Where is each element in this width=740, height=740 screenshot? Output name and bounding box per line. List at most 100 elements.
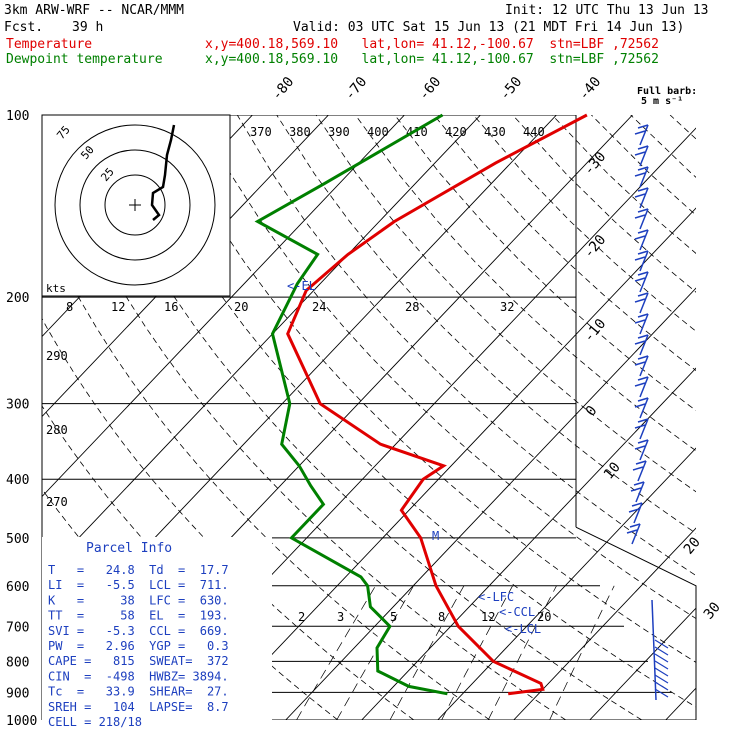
isotherm: [589, 607, 696, 720]
theta-label: 410: [406, 125, 428, 139]
isotherm-label: 20: [681, 534, 704, 557]
theta-label: 440: [523, 125, 545, 139]
wind-barb: [654, 646, 669, 656]
pressure-tick-label: 800: [6, 655, 29, 670]
mixing-ratio-label: 2: [298, 610, 305, 624]
parcel-info-title: Parcel Info: [86, 541, 172, 556]
wind-barb: [654, 681, 669, 691]
dry-adiabat: [355, 115, 696, 452]
dry-adiabat-label: 280: [46, 423, 68, 437]
dry-adiabat: [79, 115, 643, 720]
mixing-ratio-line: [487, 585, 557, 720]
barb-legend-units: 5 m s⁻¹: [641, 96, 683, 107]
parcel-info-panel: [42, 537, 272, 720]
theta-label: 430: [484, 125, 506, 139]
wind-barb: [632, 460, 647, 482]
dewpoint-location: x,y=400.18,569.10 lat,lon= 41.12,-100.67…: [205, 52, 659, 67]
pressure-tick-label: 200: [6, 291, 29, 306]
wind-barb: [626, 523, 641, 545]
wind-barb: [654, 667, 669, 677]
dry-adiabat: [158, 115, 696, 663]
theta-label: 390: [328, 125, 350, 139]
wind-barb: [654, 688, 669, 698]
dry-adiabat: [236, 115, 696, 577]
mixing-ratio-line: [549, 585, 615, 720]
wind-barb: [628, 502, 643, 524]
isotherm-label: -10: [581, 316, 610, 346]
hodograph-ring-25: [104, 174, 166, 236]
mixing-ratio-line: [296, 585, 376, 720]
parcel-info-row: CIN = -498 HWBZ= 3894.: [48, 669, 229, 683]
ccl-marker: <-CCL: [499, 605, 535, 619]
mixing-ratio-label: 12: [111, 300, 125, 314]
dry-adiabat: [197, 115, 696, 620]
frame-right-lower: [575, 526, 697, 720]
isotherm-label: -20: [581, 232, 610, 262]
wind-barb: [634, 292, 649, 314]
lcl-marker: <-LCL: [505, 622, 541, 636]
wind-barb: [634, 208, 649, 230]
pressure-tick-label: 300: [6, 398, 29, 413]
isotherm: [42, 115, 481, 578]
temperature-location: x,y=400.18,569.10 lat,lon= 41.12,-100.67…: [205, 37, 659, 52]
hodograph-trace: [150, 124, 176, 221]
pressure-tick-label: 500: [6, 532, 29, 547]
mixing-ratio-label: 28: [405, 300, 419, 314]
dry-adiabat: [42, 223, 491, 720]
wind-barb: [634, 187, 649, 209]
isotherm-label: -40: [576, 74, 605, 104]
dry-adiabat: [551, 115, 696, 254]
theta-label: 380: [289, 125, 311, 139]
wind-barb: [634, 313, 649, 335]
hodograph-units: kts: [46, 282, 66, 295]
dry-adiabat: [433, 115, 696, 371]
wind-barb: [634, 397, 649, 419]
wind-barb: [634, 229, 649, 251]
valid-label: Valid: 03 UTC Sat 15 Jun 13 (21 MDT Fri …: [293, 20, 685, 35]
pressure-tick-label: 100: [6, 109, 29, 124]
parcel-info-row: SVI = -5.3 CCL = 669.: [48, 624, 229, 638]
pressure-tick-label: 400: [6, 473, 29, 488]
hodograph-center: [129, 199, 141, 211]
init-label: Init: 12 UTC Thu 13 Jun 13: [505, 3, 709, 18]
mixing-ratio-label: 8: [438, 610, 445, 624]
wind-barb: [654, 674, 669, 684]
mixing-ratio-label: 8: [66, 300, 73, 314]
wind-barb: [634, 124, 649, 146]
isotherm-label: 0: [583, 403, 601, 420]
dewpoint-line: [254, 113, 448, 696]
wind-barb: [634, 334, 649, 356]
isotherm: [42, 115, 329, 418]
parcel-info-row: TT = 58 EL = 193.: [48, 609, 229, 623]
mixing-ratio-label: 16: [164, 300, 178, 314]
dry-adiabat: [42, 117, 567, 720]
parcel-info-row: K = 38 LFC = 630.: [48, 593, 229, 607]
fcst-hours: 39 h: [72, 20, 104, 35]
model-label: 3km ARW-WRF -- NCAR/MMM: [4, 3, 185, 18]
wind-barb: [654, 653, 669, 663]
temperature-legend: Temperature: [6, 37, 93, 52]
mixing-ratio-label: 24: [312, 300, 326, 314]
pressure-tick-label: 1000: [6, 714, 37, 729]
wind-barb: [634, 439, 649, 461]
pressure-tick-label: 700: [6, 620, 29, 635]
isotherm: [437, 447, 696, 720]
dry-adiabat: [276, 115, 696, 534]
dry-adiabat: [591, 115, 696, 216]
dry-adiabat-label: 270: [46, 495, 68, 509]
fcst-label: Fcst.: [4, 20, 44, 35]
pressure-tick-label: 900: [6, 686, 29, 701]
wind-barb: [654, 639, 669, 649]
mixing-ratio-label: 20: [234, 300, 248, 314]
wind-barb-staff-lower: [651, 599, 657, 701]
lfc-marker: <-LFC: [478, 590, 514, 604]
isotherm: [665, 687, 696, 720]
wind-barb: [630, 481, 645, 503]
hodograph-ring-75: [54, 124, 216, 286]
mixing-ratio-line: [389, 585, 465, 720]
isotherm-label: -70: [342, 74, 371, 104]
wind-barb: [634, 271, 649, 293]
m-marker: M: [432, 529, 439, 543]
